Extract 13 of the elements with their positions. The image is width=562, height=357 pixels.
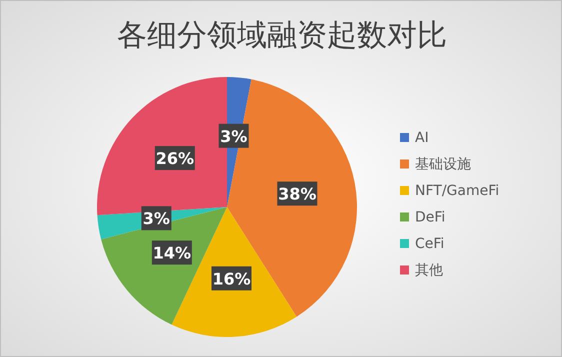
- legend-label: CeFi: [415, 236, 444, 252]
- legend-label: DeFi: [415, 210, 446, 226]
- legend-label: AI: [415, 130, 429, 146]
- data-label: 14%: [152, 244, 192, 263]
- data-label: 38%: [278, 184, 316, 204]
- chart-title: 各细分领域融资起数对比: [117, 18, 447, 53]
- legend-label: 基础设施: [415, 156, 471, 172]
- legend-label: NFT/GameFi: [415, 183, 500, 199]
- data-label: 26%: [156, 149, 194, 168]
- legend-label: 其他: [415, 262, 443, 278]
- data-label: 3%: [142, 209, 170, 228]
- data-label: 16%: [212, 269, 251, 288]
- data-label: 3%: [220, 126, 248, 146]
